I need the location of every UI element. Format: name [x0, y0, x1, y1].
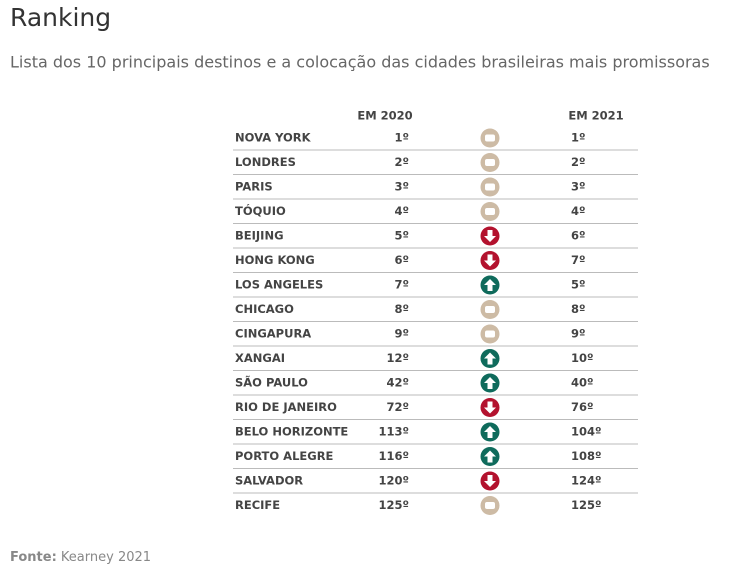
icon-arrow — [484, 279, 496, 291]
city: CINGAPURA — [235, 327, 311, 341]
icon-mark — [485, 330, 495, 338]
trend-icon — [480, 373, 500, 393]
trend-icon — [480, 471, 500, 491]
trend-icon — [480, 226, 500, 246]
city: LONDRES — [235, 155, 296, 169]
subtitle: Lista dos 10 principais destinos e a col… — [10, 53, 710, 72]
trend-icon — [480, 447, 500, 466]
rank-2021: 76º — [571, 400, 594, 414]
rank-2020: 116º — [379, 449, 410, 463]
rank-2020: 2º — [395, 155, 410, 169]
rank-2020: 120º — [379, 474, 410, 488]
city: NOVA YORK — [235, 131, 312, 145]
rank-2021: 7º — [571, 253, 586, 267]
icon-mark — [485, 134, 495, 142]
rank-2020: 125º — [379, 498, 410, 512]
rank-2020: 5º — [395, 229, 410, 243]
city: BELO HORIZONTE — [235, 425, 348, 439]
rank-2021: 3º — [571, 180, 586, 194]
icon-arrow — [484, 352, 496, 365]
column-header: EM 2021 — [568, 109, 623, 123]
column-header: EM 2020 — [357, 109, 412, 123]
rank-2020: 1º — [395, 131, 410, 145]
rank-2021: 9º — [571, 327, 586, 341]
trend-icon — [480, 153, 500, 172]
icon-mark — [485, 183, 495, 191]
rank-2021: 8º — [571, 302, 586, 316]
city: TÓQUIO — [235, 203, 286, 218]
rank-2021: 4º — [571, 204, 586, 218]
trend-icon — [480, 275, 500, 295]
rank-2021: 104º — [571, 425, 602, 439]
rank-2020: 7º — [395, 278, 410, 292]
city: RECIFE — [235, 498, 280, 512]
rank-2021: 2º — [571, 155, 586, 169]
icon-arrow — [484, 475, 496, 487]
footer: Fonte: Kearney 2021 — [10, 550, 151, 565]
icon-arrow — [484, 254, 496, 267]
trend-icon — [480, 128, 500, 148]
trend-icon — [480, 324, 500, 344]
city: HONG KONG — [235, 253, 315, 267]
rank-2020: 113º — [379, 425, 410, 439]
rank-2021: 108º — [571, 449, 602, 463]
rank-2021: 40º — [571, 376, 594, 390]
trend-icon — [480, 398, 500, 417]
trend-icon — [480, 177, 500, 197]
icon-arrow — [484, 426, 496, 438]
rank-2020: 6º — [395, 253, 410, 267]
rank-2021: 5º — [571, 278, 586, 292]
trend-icon — [480, 300, 500, 319]
icon-arrow — [484, 401, 496, 414]
rank-2021: 10º — [571, 351, 594, 365]
icon-arrow — [484, 230, 496, 242]
icon-mark — [485, 208, 495, 215]
rank-2020: 3º — [395, 180, 410, 194]
rank-2021: 6º — [571, 229, 586, 243]
rank-2021: 125º — [571, 498, 602, 512]
trend-icon — [480, 496, 500, 515]
trend-icon — [480, 349, 500, 368]
icon-arrow — [484, 377, 496, 389]
rank-2020: 8º — [395, 302, 410, 316]
icon-mark — [485, 306, 495, 313]
rank-2020: 42º — [387, 376, 410, 390]
city: RIO DE JANEIRO — [235, 400, 337, 414]
source-label: Fonte: — [10, 550, 57, 565]
rank-2021: 1º — [571, 131, 586, 145]
rank-2020: 9º — [395, 327, 410, 341]
icon-mark — [485, 159, 495, 166]
city: BEIJING — [235, 229, 284, 243]
city: PARIS — [235, 180, 273, 194]
icon-arrow — [484, 450, 496, 463]
rank-2020: 12º — [387, 351, 410, 365]
city: PORTO ALEGRE — [235, 449, 334, 463]
city: SÃO PAULO — [235, 375, 308, 390]
city: XANGAI — [235, 351, 285, 365]
trend-icon — [480, 422, 500, 442]
rank-2021: 124º — [571, 474, 602, 488]
source: Kearney 2021 — [61, 550, 151, 565]
rank-2020: 4º — [395, 204, 410, 218]
city: SALVADOR — [235, 474, 303, 488]
trend-icon — [480, 202, 500, 221]
trend-icon — [480, 251, 500, 270]
rank-2020: 72º — [387, 400, 410, 414]
city: LOS ANGELES — [235, 278, 323, 292]
icon-mark — [485, 502, 495, 509]
city: CHICAGO — [235, 302, 294, 316]
title: Ranking — [10, 3, 111, 32]
